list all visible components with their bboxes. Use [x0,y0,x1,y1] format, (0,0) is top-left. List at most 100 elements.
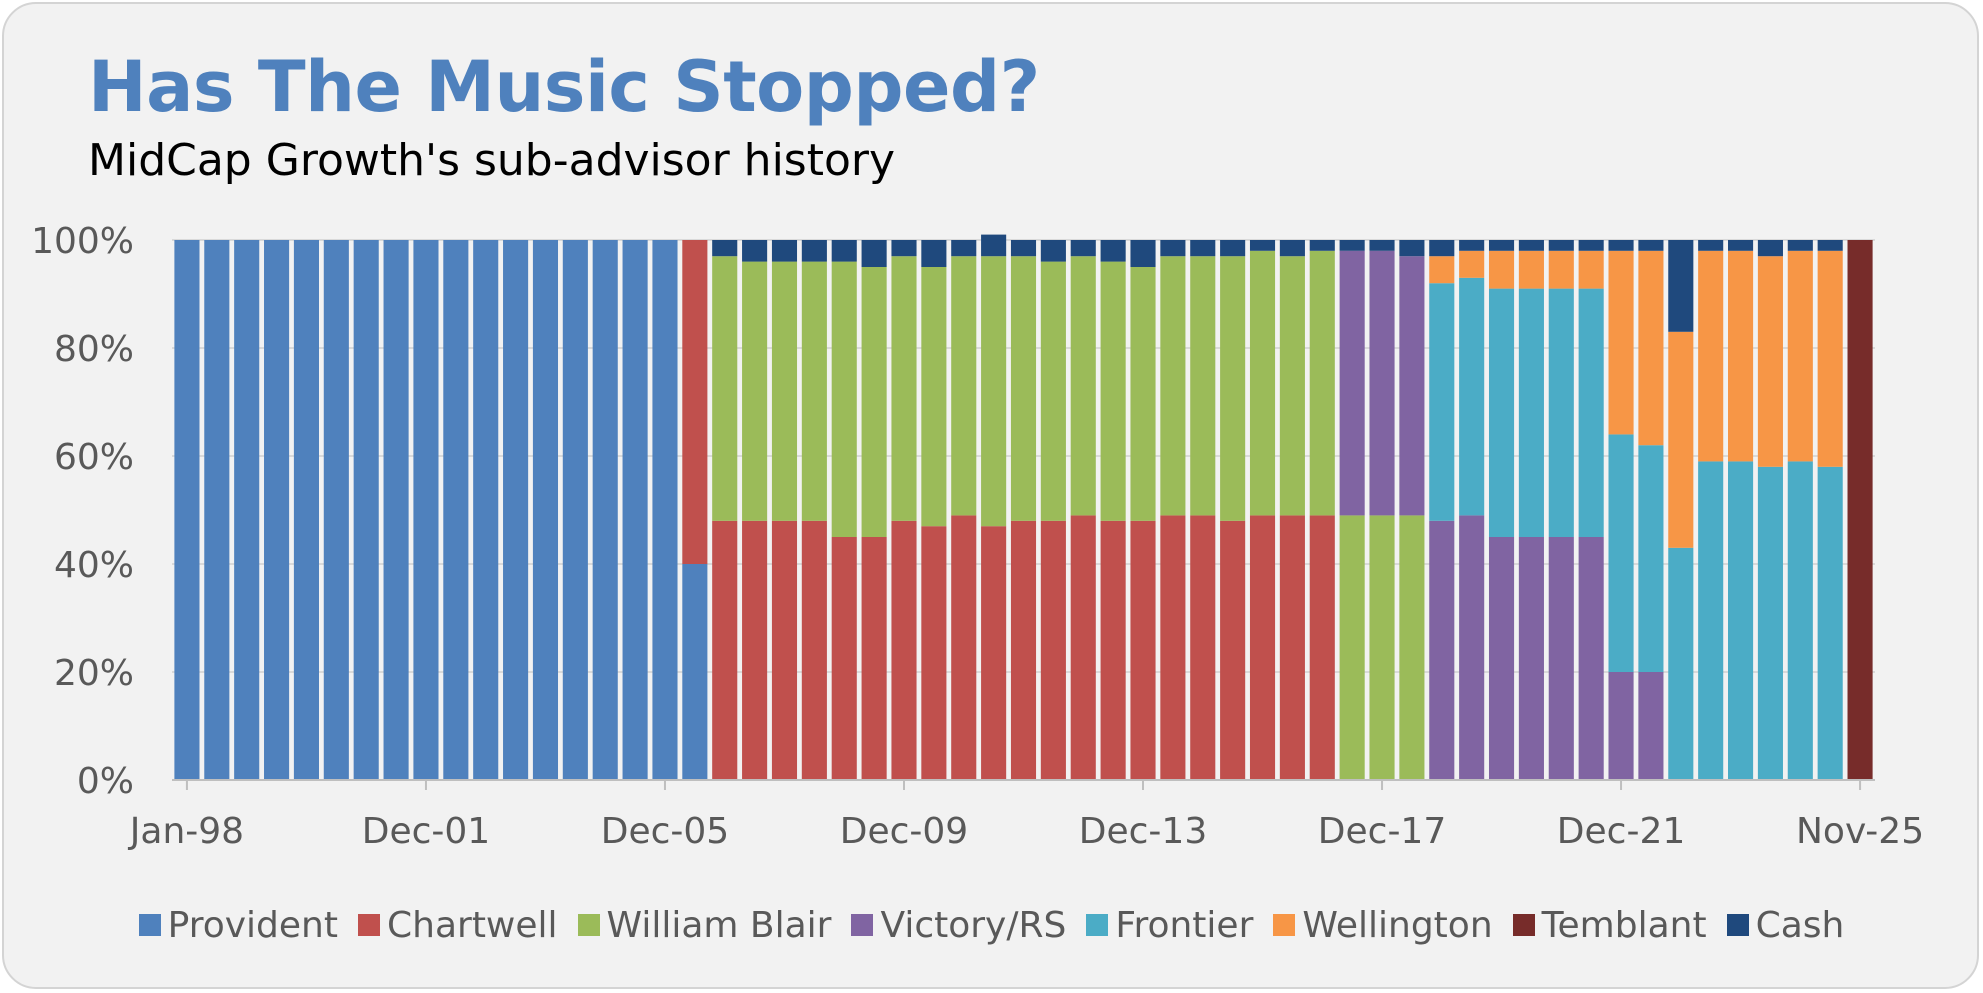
bar-segment-provident-9 [413,240,439,780]
bar-segment-cash-51 [1668,240,1694,332]
bar-segment-chartwell-23 [831,537,857,780]
legend-swatch [577,914,600,936]
bar-segment-frontier-44 [1459,277,1485,516]
bar-segment-frontier-43 [1429,283,1455,521]
bar-segment-chartwell-34 [1160,515,1186,780]
bar-segment-cash-26 [921,240,947,267]
bar-segment-provident-5 [293,240,319,780]
x-tick-label: Dec-13 [1079,811,1207,852]
bar-segment-chartwell-27 [951,515,977,780]
bar-segment-provident-10 [443,240,469,780]
legend-swatch [1086,914,1109,936]
bar-segment-frontier-48 [1578,288,1604,537]
bar-segment-provident-14 [562,240,588,780]
bar-segment-william-blair-20 [742,261,768,521]
bar-segment-wellington-47 [1548,250,1574,289]
bar-segment-provident-16 [622,240,648,780]
bar-segment-chartwell-28 [981,526,1007,780]
y-tick-label: 60% [54,437,134,478]
bar-segment-provident-12 [503,240,529,780]
bar-segment-frontier-45 [1488,288,1515,537]
bar-segment-cash-48 [1578,240,1604,251]
bar-segment-cash-35 [1190,240,1216,257]
bar-segment-cash-49 [1608,240,1634,251]
bar-segment-cash-22 [801,240,827,262]
bar-segment-william-blair-40 [1339,515,1365,780]
bar-segment-victory-rs-50 [1638,672,1664,780]
bar-segment-william-blair-31 [1070,256,1096,516]
bar-segment-cash-21 [771,240,798,262]
bar-segment-cash-31 [1070,240,1096,257]
bar-segment-wellington-44 [1459,250,1485,278]
bar-segment-victory-rs-40 [1339,250,1365,516]
bar-segment-wellington-48 [1578,250,1604,289]
bar-segment-wellington-50 [1638,250,1664,446]
bar-segment-chartwell-31 [1070,515,1096,780]
bar-segment-provident-4 [264,240,290,780]
x-tick-label: Dec-09 [840,811,968,852]
bar-segment-provident-17 [652,240,678,780]
bar-segment-cash-43 [1429,240,1455,257]
bar-segment-victory-rs-46 [1518,537,1544,780]
bar-segment-william-blair-38 [1279,256,1305,516]
bar-segment-provident-11 [473,240,499,780]
bar-segment-wellington-46 [1518,250,1544,289]
bar-segment-victory-rs-43 [1429,520,1455,780]
bar-segment-wellington-53 [1728,250,1754,462]
bar-segment-cash-56 [1817,240,1843,251]
bar-segment-william-blair-19 [712,256,738,521]
bar-segment-frontier-56 [1817,466,1843,780]
bar-segment-chartwell-29 [1010,520,1037,780]
bar-segment-william-blair-37 [1249,250,1276,516]
legend-item-william-blair: William Blair [577,904,832,946]
bar-segment-chartwell-20 [742,520,768,780]
bar-segment-cash-25 [891,240,917,257]
bar-segment-william-blair-39 [1309,250,1335,516]
x-tick-label: Jan-98 [128,811,244,852]
bar-segment-william-blair-22 [801,261,827,521]
bar-segment-chartwell-39 [1309,515,1335,780]
x-tick-label: Dec-21 [1557,811,1685,852]
bar-segment-chartwell-21 [771,520,798,780]
bar-segment-wellington-51 [1668,331,1694,548]
bar-segment-cash-32 [1100,240,1126,262]
bar-segment-frontier-53 [1728,461,1754,780]
bar-segment-william-blair-23 [831,261,857,537]
bar-segment-wellington-52 [1698,250,1724,462]
bar-segment-william-blair-34 [1160,256,1186,516]
legend-swatch [138,914,161,936]
bar-segment-chartwell-30 [1040,520,1066,780]
bar-segment-william-blair-41 [1369,515,1395,780]
bar-segment-cash-37 [1249,240,1276,251]
bar-segment-chartwell-37 [1249,515,1276,780]
bar-segment-william-blair-24 [861,267,887,537]
bar-segment-chartwell-36 [1220,520,1246,780]
bar-segment-william-blair-21 [771,261,798,521]
bar-segment-cash-30 [1040,240,1066,262]
bar-segment-cash-38 [1279,240,1305,257]
bar-segment-william-blair-25 [891,256,917,521]
bar-segment-cash-19 [712,240,738,257]
bar-segment-cash-54 [1757,240,1783,257]
bar-segment-victory-rs-44 [1459,515,1485,780]
bar-segment-cash-27 [951,240,977,257]
legend-label: Provident [167,904,338,946]
legend-label: Temblant [1541,904,1707,946]
bar-segment-provident-1 [174,240,200,780]
legend-item-wellington: Wellington [1273,905,1493,946]
x-tick-label: Nov-25 [1796,811,1924,852]
bar-segment-cash-23 [831,240,857,262]
bar-segment-frontier-49 [1608,434,1634,672]
bar-segment-cash-34 [1160,240,1186,257]
legend-label: William Blair [606,904,832,946]
chart-subtitle: MidCap Growth's sub-advisor history [88,135,896,186]
legend-label: Victory/RS [880,904,1067,946]
bar-segment-chartwell-22 [801,520,827,780]
bar-segment-provident-2 [204,240,230,780]
bar-segment-cash-42 [1399,240,1425,257]
bar-segment-william-blair-28 [981,256,1007,527]
bar-segment-william-blair-26 [921,267,947,527]
bar-segment-william-blair-30 [1040,261,1066,521]
bar-segment-chartwell-25 [891,520,917,780]
legend-swatch [358,914,380,936]
